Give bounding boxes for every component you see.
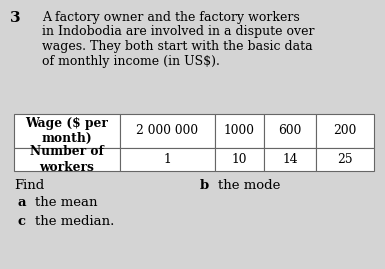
Bar xyxy=(264,114,316,148)
Text: Wage ($ per
month): Wage ($ per month) xyxy=(25,117,109,145)
Text: 3: 3 xyxy=(10,11,21,25)
Text: A factory owner and the factory workers: A factory owner and the factory workers xyxy=(42,11,300,24)
Text: 1000: 1000 xyxy=(224,125,255,137)
Text: 2 000 000: 2 000 000 xyxy=(136,125,199,137)
Bar xyxy=(14,148,120,171)
Text: the median.: the median. xyxy=(35,215,114,228)
Text: a: a xyxy=(18,196,27,209)
Text: c: c xyxy=(18,215,26,228)
Text: 25: 25 xyxy=(337,153,353,166)
Bar xyxy=(316,148,374,171)
Text: 600: 600 xyxy=(278,125,302,137)
Text: 200: 200 xyxy=(333,125,357,137)
Text: the mean: the mean xyxy=(35,196,97,209)
Text: in Indobodia are involved in a dispute over: in Indobodia are involved in a dispute o… xyxy=(42,26,315,38)
Text: b: b xyxy=(200,179,209,192)
Bar xyxy=(215,114,264,148)
Text: 14: 14 xyxy=(282,153,298,166)
Text: 10: 10 xyxy=(232,153,247,166)
Text: wages. They both start with the basic data: wages. They both start with the basic da… xyxy=(42,40,313,53)
Text: Number of
workers: Number of workers xyxy=(30,145,104,174)
Text: of monthly income (in US$).: of monthly income (in US$). xyxy=(42,55,220,68)
Bar xyxy=(120,114,215,148)
Text: the mode: the mode xyxy=(218,179,280,192)
Bar xyxy=(14,114,120,148)
Bar xyxy=(264,148,316,171)
Bar xyxy=(316,114,374,148)
Bar xyxy=(120,148,215,171)
Text: 1: 1 xyxy=(164,153,171,166)
Text: Find: Find xyxy=(14,179,44,192)
Bar xyxy=(215,148,264,171)
